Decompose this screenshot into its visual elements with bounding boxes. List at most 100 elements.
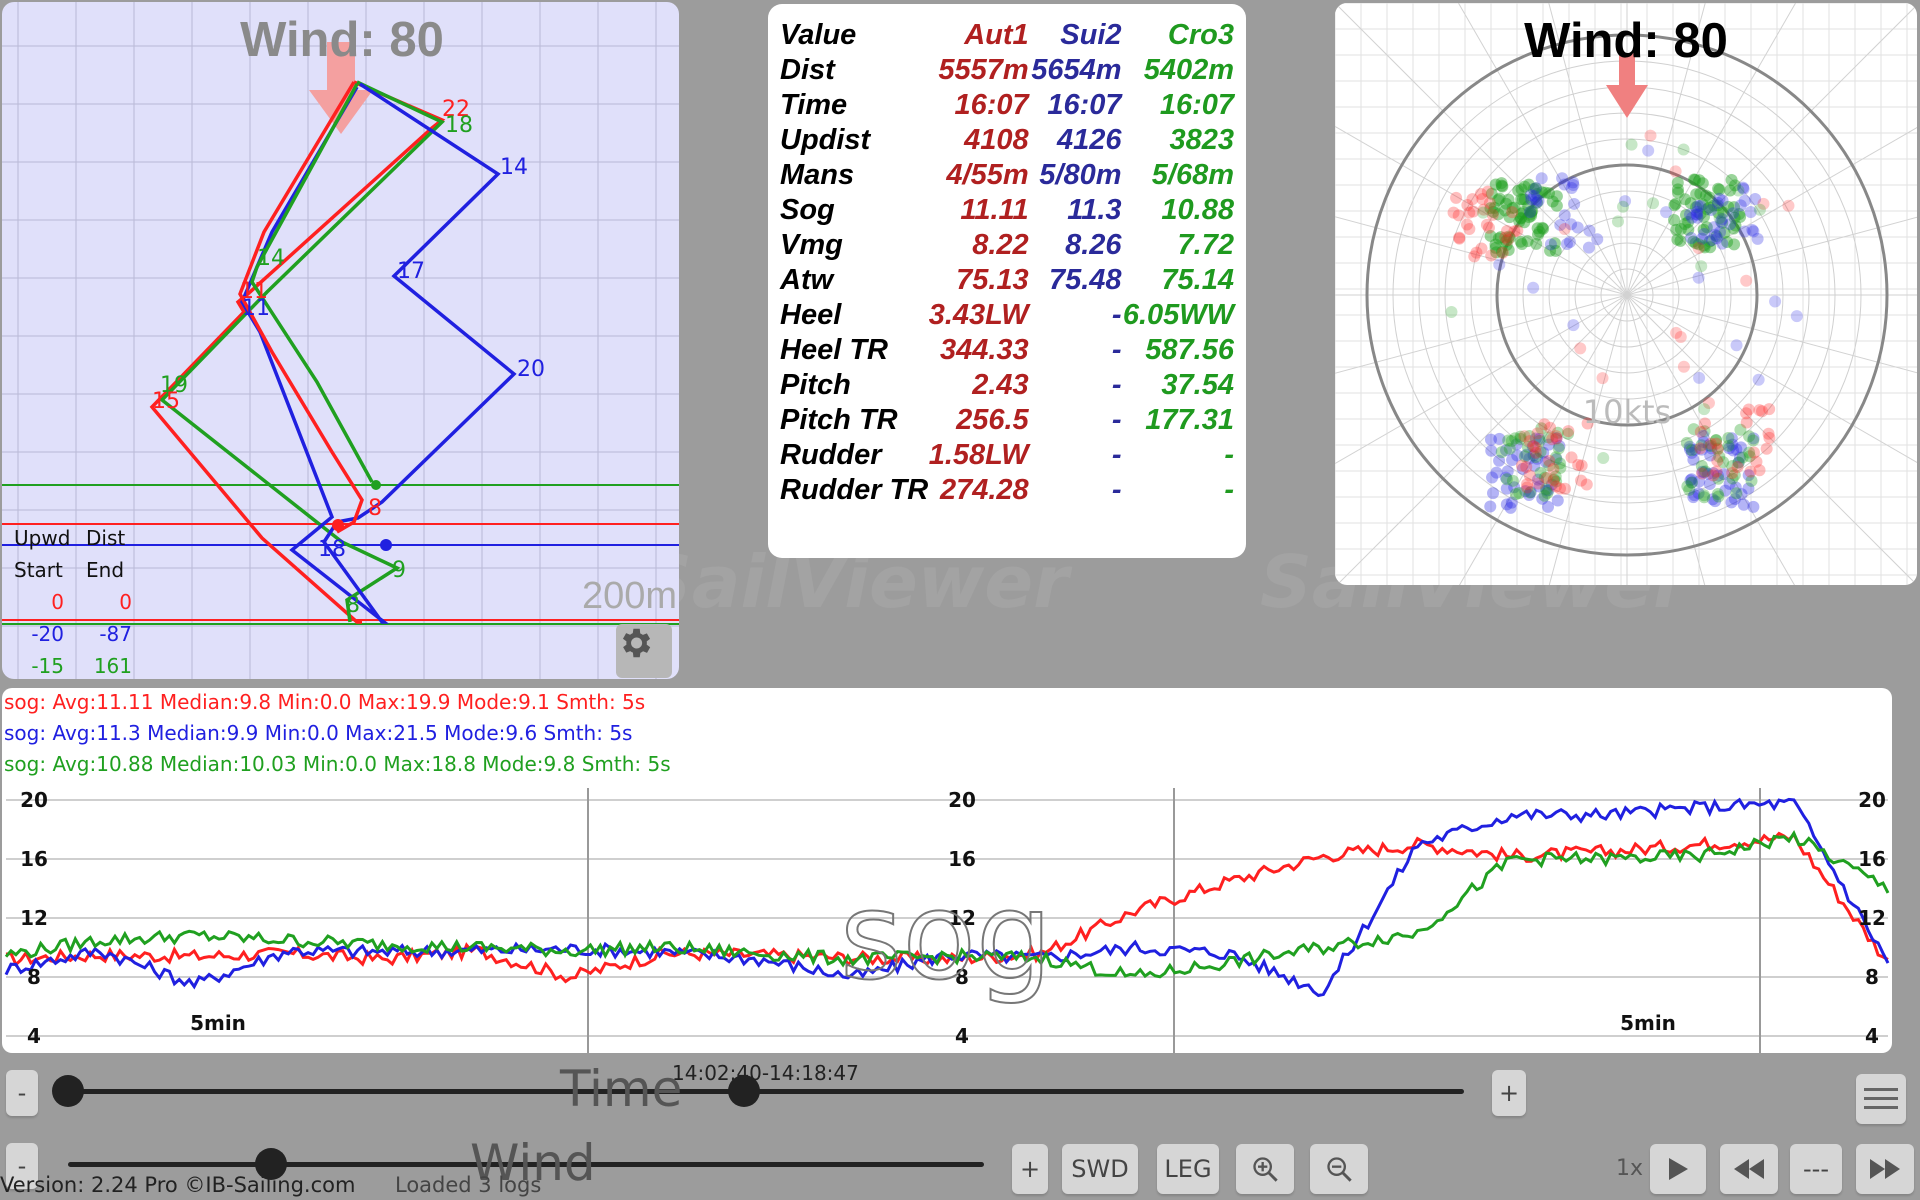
zoom-in-icon: [1253, 1157, 1278, 1182]
cell-value: 8.26: [1065, 229, 1122, 261]
time-minus-button[interactable]: -: [6, 1070, 38, 1116]
upwind-distance-table: Upwd Dist Start End 0 0 -20 -87 -15 161: [14, 522, 132, 679]
cell-value: 11.3: [1067, 194, 1122, 226]
wind-plus-button[interactable]: +: [1012, 1144, 1048, 1194]
sog-stat-green: sog: Avg:10.88 Median:10.03 Min:0.0 Max:…: [4, 752, 671, 776]
polar-plot[interactable]: 10kts: [1335, 3, 1917, 585]
time-slider-end-handle[interactable]: [728, 1075, 760, 1107]
cell-value: 587.56: [1145, 334, 1234, 366]
table-row: Vmg 8.22 8.26 7.72: [780, 228, 1234, 263]
cell-value: 75.14: [1161, 264, 1234, 296]
y-tick-label: 16: [20, 847, 48, 871]
polar-plot-panel[interactable]: 10kts Wind: 80: [1335, 3, 1917, 585]
settings-button[interactable]: [616, 624, 672, 678]
y-tick-label: 4: [27, 1024, 41, 1048]
row-label: Pitch TR: [780, 404, 898, 436]
y-tick-label: 20: [20, 788, 48, 812]
zoom-out-button[interactable]: [1310, 1144, 1368, 1194]
zoom-in-button[interactable]: [1236, 1144, 1294, 1194]
time-plus-button[interactable]: +: [1492, 1070, 1526, 1116]
cell-value: 1.58LW: [928, 439, 1029, 471]
track-map[interactable]: 22 18 14 17 20 14 11 11 19 15 8 18 9 8: [2, 2, 679, 679]
track-label: 8: [368, 496, 382, 521]
cell-value: 37.54: [1161, 369, 1234, 401]
y-tick-label: 4: [1865, 1024, 1879, 1048]
time-slider-track[interactable]: [68, 1089, 1464, 1094]
wind-direction-title: Wind: 80: [240, 13, 444, 67]
cell-value: 16:07: [1047, 89, 1122, 121]
menu-button[interactable]: [1856, 1074, 1906, 1124]
cell-value: 256.5: [956, 404, 1029, 436]
cell-value: 16:07: [1159, 89, 1234, 121]
cell-value: 75.13: [956, 264, 1029, 296]
wind-slider-label: Wind: [470, 1134, 596, 1192]
rewind-icon: [1734, 1159, 1764, 1179]
wind-minus-button[interactable]: -: [6, 1143, 38, 1189]
cell-value: 6.05WW: [1122, 299, 1234, 331]
row-label: Pitch: [780, 369, 851, 401]
boat-position-blue: [380, 539, 392, 551]
row-label: Mans: [780, 159, 855, 191]
table-row: Dist 5557m 5654m 5402m: [780, 53, 1234, 88]
cell-value: 5/80m: [1039, 159, 1122, 191]
cell-value: 344.33: [939, 334, 1029, 366]
time-range-text: 14:02:40-14:18:47: [672, 1061, 859, 1085]
cell-value: 3823: [1169, 124, 1234, 156]
interval-button[interactable]: ---: [1790, 1144, 1842, 1194]
stats-table: Value Aut1 Sui2 Cro3 Dist 5557m 5654m 5402m…: [780, 18, 1234, 508]
boat-position-green: [371, 480, 381, 490]
sog-chart[interactable]: 20 20 20 16 16 16 12 12 12 8 8 8 4 4 4 5min 5min: [2, 688, 1892, 1053]
time-slider-label: Time: [560, 1060, 683, 1118]
x-interval-label: 5min: [190, 1011, 246, 1035]
table-row: Pitch TR 256.5 -177.31: [780, 403, 1234, 438]
cell-value: -: [1111, 334, 1122, 366]
boat-position-red: [332, 519, 344, 531]
track-label: 14: [257, 246, 285, 271]
cell-value: -: [1111, 404, 1122, 436]
play-icon: [1669, 1158, 1688, 1180]
cell-value: 3.43LW: [928, 299, 1029, 331]
table-row: Mans 4/55m 5/80m 5/68m: [780, 158, 1234, 193]
y-tick-label: 8: [27, 965, 41, 989]
row-label: Updist: [780, 124, 871, 156]
track-label: 19: [160, 373, 188, 398]
updist-start: -15: [31, 654, 64, 678]
fast-forward-button[interactable]: [1856, 1144, 1914, 1194]
column-header: Aut1: [964, 19, 1029, 51]
track-label: 8: [346, 593, 360, 618]
sog-chart-panel[interactable]: sog: Avg:11.11 Median:9.8 Min:0.0 Max:19…: [2, 688, 1892, 1053]
cell-value: 4/55m: [946, 159, 1029, 191]
cell-value: 4108: [964, 124, 1029, 156]
updist-header: Dist: [86, 526, 126, 550]
y-tick-label: 12: [948, 906, 976, 930]
leg-button[interactable]: LEG: [1157, 1144, 1219, 1194]
updist-subheader: Start: [14, 558, 63, 582]
polar-speed-label: 10kts: [1583, 393, 1671, 431]
play-button[interactable]: [1650, 1144, 1706, 1194]
row-label: Vmg: [780, 229, 843, 261]
updist-subheader: End: [86, 558, 125, 582]
gear-icon: [622, 628, 651, 658]
table-row: Atw 75.13 75.48 75.14: [780, 263, 1234, 298]
row-label: Time: [780, 89, 848, 121]
track-label: 11: [240, 279, 268, 304]
track-map-panel[interactable]: 22 18 14 17 20 14 11 11 19 15 8 18 9 8 W…: [2, 2, 679, 679]
sog-series-line: [5, 831, 1889, 984]
wind-arrow-icon: [1606, 53, 1648, 118]
rewind-button[interactable]: [1720, 1144, 1778, 1194]
table-row: Updist 4108 4126 3823: [780, 123, 1234, 158]
wind-slider-track[interactable]: [68, 1162, 984, 1167]
table-row: Rudder TR 274.28 - -: [780, 473, 1234, 508]
zoom-out-icon: [1327, 1157, 1352, 1182]
cell-value: 8.22: [972, 229, 1029, 261]
swd-button[interactable]: SWD: [1062, 1144, 1138, 1194]
cell-value: 5/68m: [1151, 159, 1234, 191]
updist-end: 161: [93, 654, 132, 678]
time-slider-start-handle[interactable]: [52, 1075, 84, 1107]
cell-value: 7.72: [1177, 229, 1234, 261]
cell-value: -: [1111, 369, 1122, 401]
cell-value: 5654m: [1031, 54, 1122, 86]
updist-header: Upwd: [14, 526, 71, 550]
y-tick-label: 8: [955, 965, 969, 989]
wind-slider-handle[interactable]: [255, 1148, 287, 1180]
